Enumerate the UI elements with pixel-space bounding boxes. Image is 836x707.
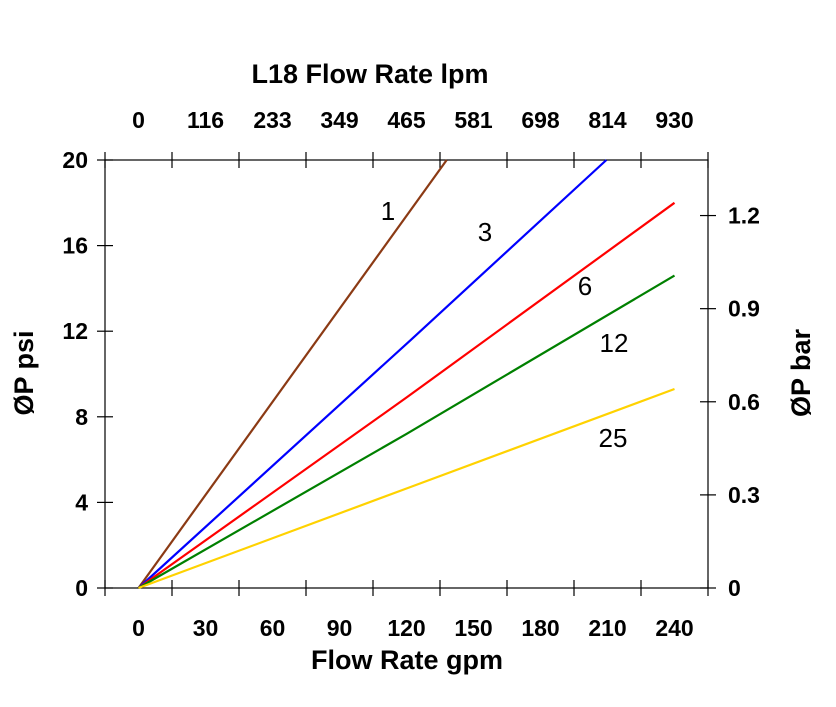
x2-tick-label: 233 [253, 107, 291, 133]
x-tick-label: 30 [193, 615, 219, 641]
y2-tick-label: 0.6 [728, 389, 760, 415]
x-tick-label: 240 [655, 615, 693, 641]
plot-frame [104, 159, 709, 589]
series-line-25 [138, 387, 675, 590]
x2-tick-label: 698 [521, 107, 560, 133]
y-tick-label: 16 [62, 233, 88, 259]
x2-tick-label: 0 [132, 107, 145, 133]
x2-tick-label: 581 [454, 107, 493, 133]
y-axis-label: ØP psi [9, 330, 39, 415]
y-tick-label: 20 [62, 147, 88, 173]
series-label-12: 12 [600, 328, 629, 358]
series-line-6 [137, 201, 676, 589]
series-label-6: 6 [578, 271, 592, 301]
series-line-3 [137, 159, 608, 589]
x-tick-label: 90 [327, 615, 353, 641]
x2-tick-label: 349 [320, 107, 358, 133]
x-tick-label: 120 [387, 615, 425, 641]
x-tick-label: 150 [454, 615, 492, 641]
y-tick-label: 12 [62, 318, 88, 344]
y2-tick-label: 1.2 [728, 203, 760, 229]
x2-tick-label: 465 [387, 107, 426, 133]
x-tick-label: 0 [132, 615, 145, 641]
series-label-1: 1 [381, 196, 395, 226]
chart-title: L18 Flow Rate lpm [251, 59, 488, 89]
series-line-1 [137, 159, 448, 589]
x2-tick-label: 930 [655, 107, 693, 133]
y-tick-label: 8 [75, 404, 88, 430]
x-tick-label: 180 [521, 615, 559, 641]
series-label-25: 25 [599, 423, 628, 453]
x-tick-label: 60 [260, 615, 286, 641]
x-axis-label: Flow Rate gpm [311, 645, 503, 675]
y2-tick-label: 0.9 [728, 296, 760, 322]
x2-tick-label: 814 [588, 107, 627, 133]
y2-tick-label: 0 [728, 575, 741, 601]
x2-tick-label: 116 [187, 107, 224, 133]
series-line-12 [137, 274, 676, 589]
y-tick-label: 0 [75, 575, 88, 601]
y-tick-label: 4 [75, 489, 88, 515]
y2-axis-label: ØP bar [786, 328, 816, 417]
series-label-3: 3 [478, 217, 492, 247]
y2-tick-label: 0.3 [728, 482, 760, 508]
x-tick-label: 210 [588, 615, 626, 641]
